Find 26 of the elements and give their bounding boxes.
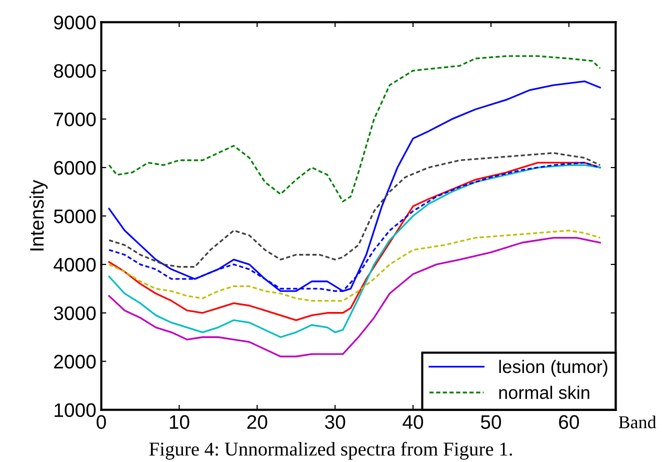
x-tick-label: 60 — [559, 415, 579, 429]
y-tick-label: 8000 — [54, 64, 96, 78]
y-tick-label: 2000 — [54, 354, 96, 369]
legend-label: lesion (tumor) — [499, 360, 608, 377]
y-tick-label: 1000 — [54, 403, 96, 418]
x-tick-label: 30 — [325, 415, 346, 429]
x-tick-label: 40 — [402, 415, 424, 429]
y-tick-label: 6000 — [54, 161, 96, 175]
y-tick-label: 3000 — [54, 306, 96, 320]
y-axis-title: Intensity — [29, 180, 48, 250]
line-series — [108, 152, 601, 268]
y-tick-label: 4000 — [54, 258, 96, 272]
line-series — [108, 230, 601, 302]
caption: Figure 4: Unnormalized spectra from Figure 1. — [149, 442, 512, 460]
x-tick-label: 50 — [480, 415, 502, 429]
line-series — [108, 80, 601, 292]
y-tick-label: 7000 — [54, 112, 96, 126]
line-series — [108, 236, 601, 358]
legend-label: normal skin — [499, 386, 590, 400]
x-tick-label: 10 — [170, 415, 190, 429]
line-series — [108, 55, 601, 202]
y-tick-label: 9000 — [54, 16, 96, 30]
x-axis-title: Band — [618, 416, 656, 428]
x-tick-label: 20 — [247, 415, 268, 429]
x-tick-label: 0 — [96, 415, 106, 429]
y-tick-label: 5000 — [54, 209, 96, 224]
